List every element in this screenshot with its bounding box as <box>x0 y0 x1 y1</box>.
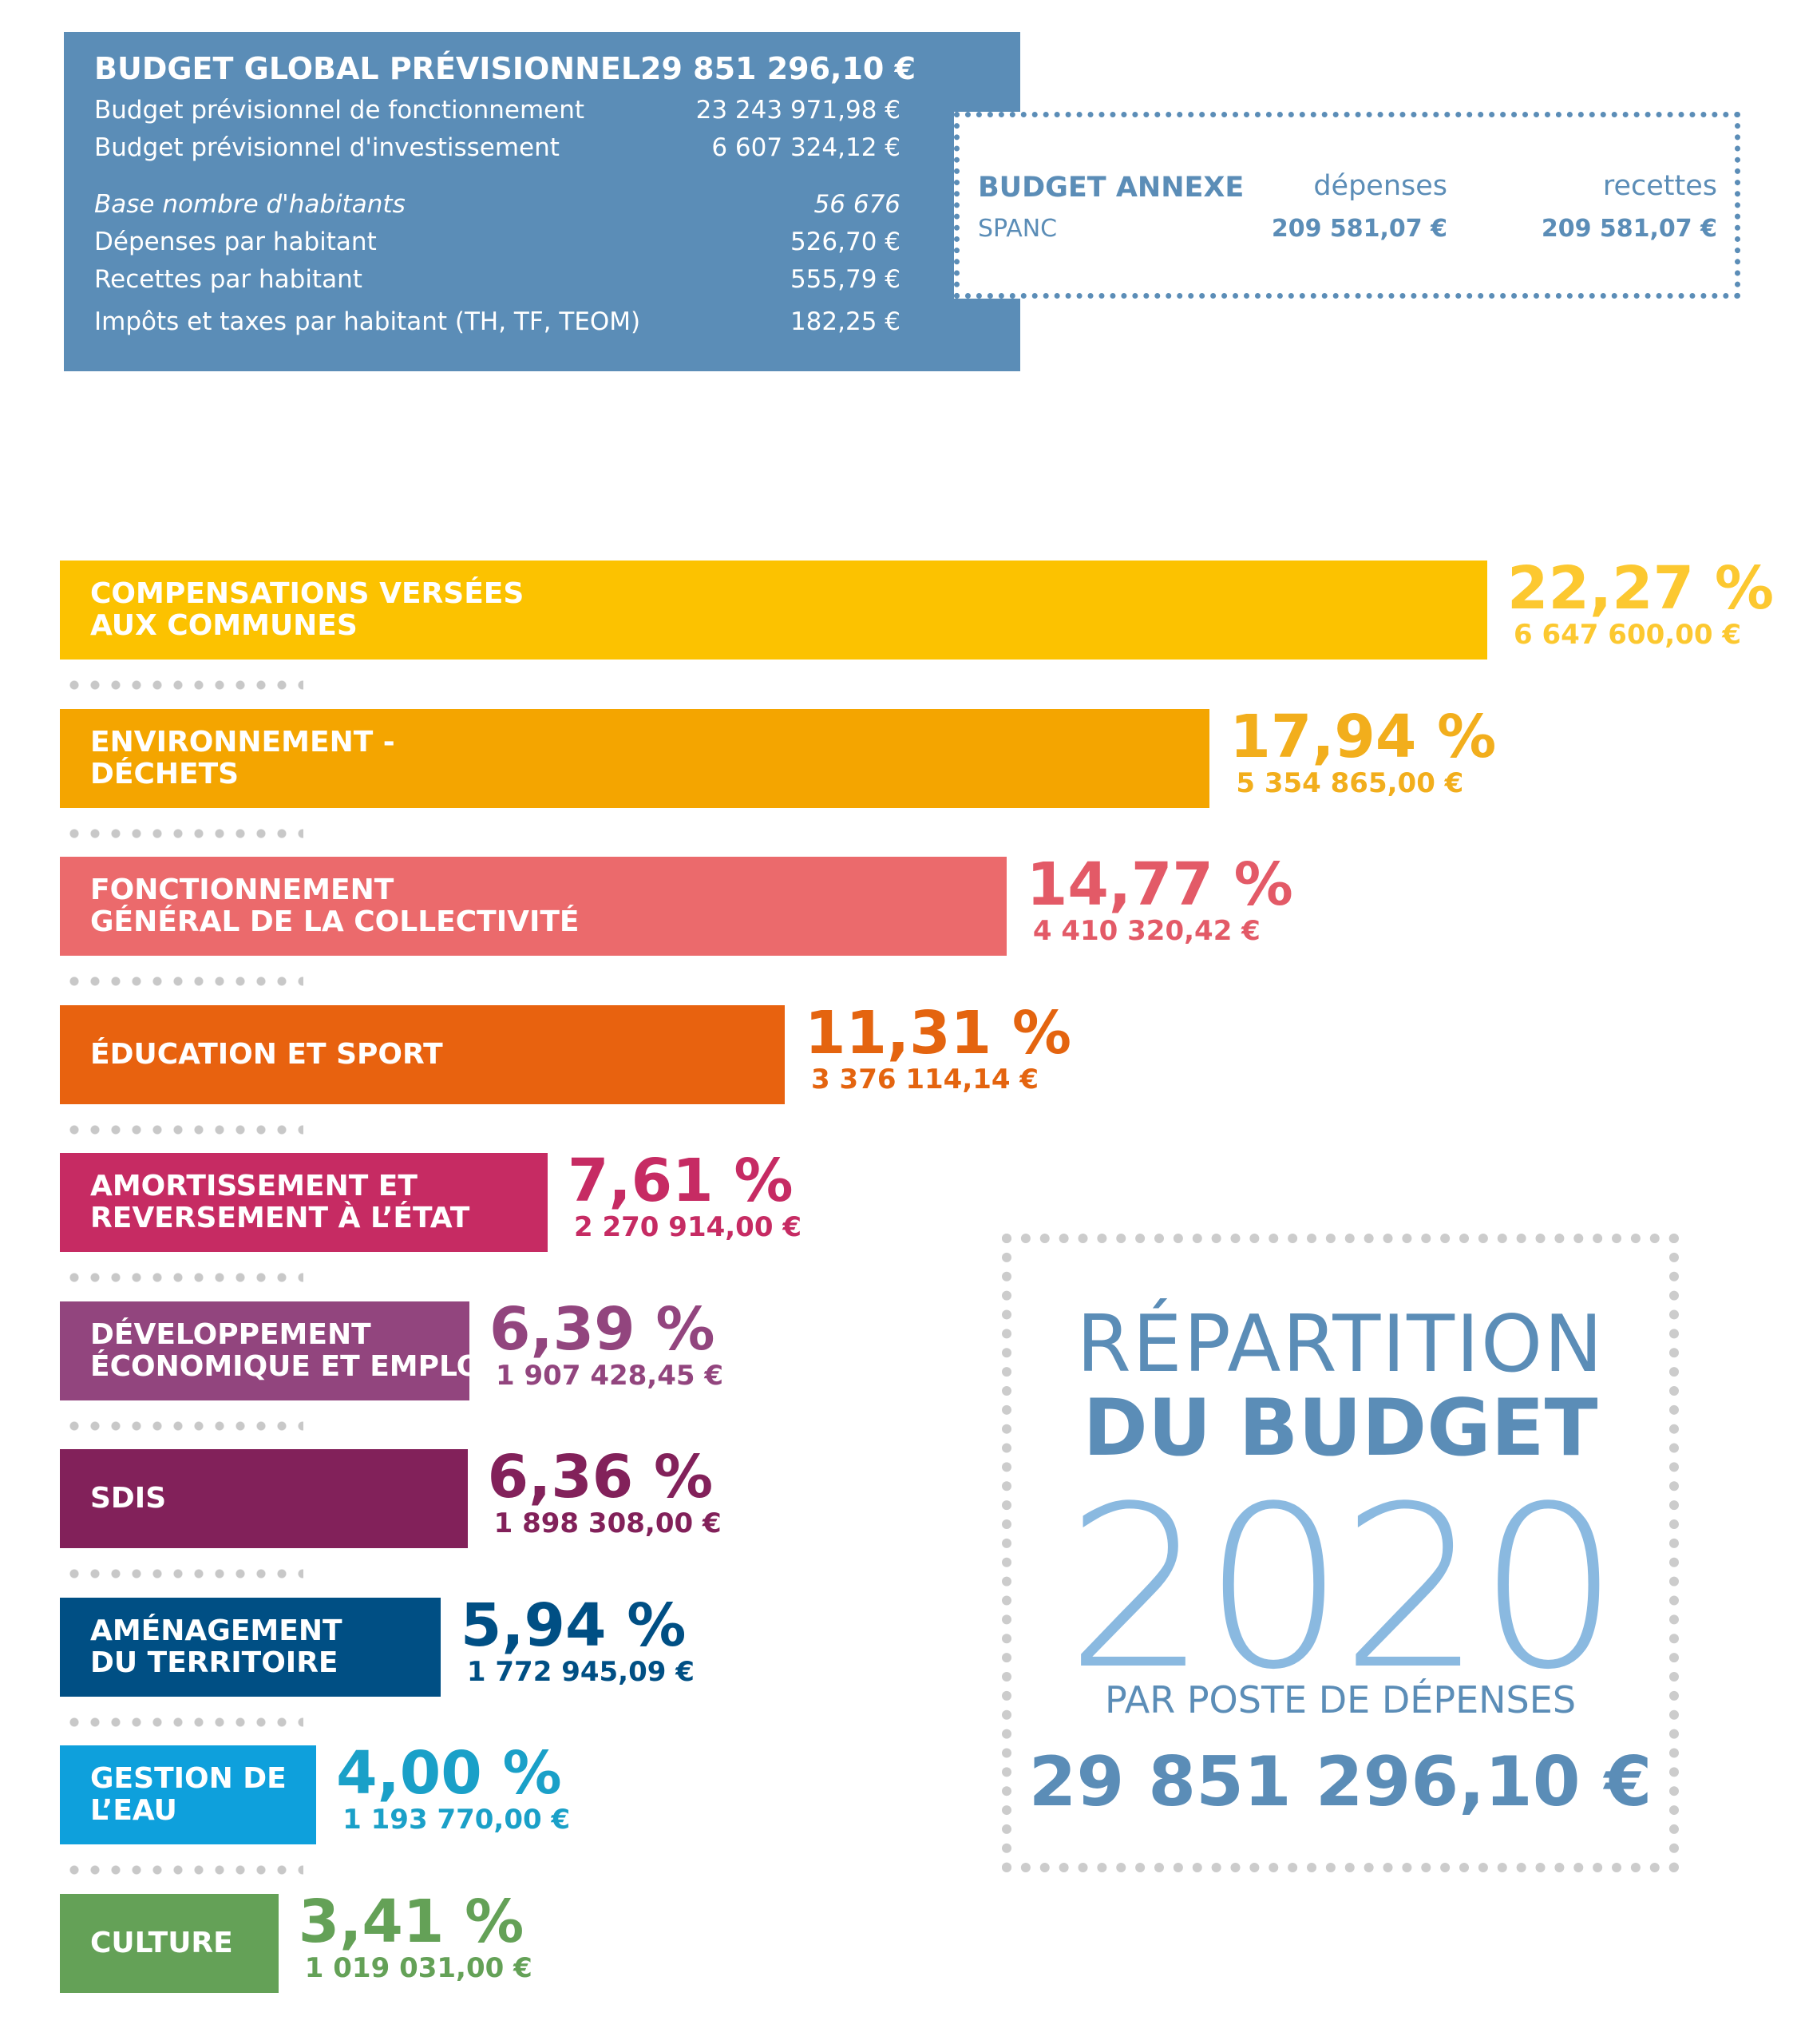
summary-row-label: Impôts et taxes par habitant (TH, TF, TE… <box>94 307 641 336</box>
bar-amount-label: 5 354 865,00 € <box>1236 766 1464 799</box>
bar-category-label: DU TERRITOIRE <box>90 1646 338 1679</box>
bar-amount-label: 1 772 945,09 € <box>466 1655 695 1688</box>
annexe-revenue-value: 209 581,07 € <box>1541 215 1717 243</box>
bar-separator-dots <box>64 1123 303 1135</box>
bar-percent-label: 22,27 % <box>1507 554 1774 623</box>
chart-bar: SDIS <box>60 1449 468 1548</box>
bar-amount-label: 1 907 428,45 € <box>496 1359 724 1392</box>
bar-percent-label: 6,39 % <box>489 1294 715 1364</box>
summary-row: Impôts et taxes par habitant (TH, TF, TE… <box>94 303 900 351</box>
summary-row-value: 6 607 324,12 € <box>711 133 900 162</box>
bar-category-label: GÉNÉRAL DE LA COLLECTIVITÉ <box>90 905 580 938</box>
chart-total: 29 851 296,10 € <box>1028 1742 1653 1822</box>
bar-separator-dots <box>64 827 303 839</box>
bar-category-label: SDIS <box>90 1482 167 1515</box>
summary-row: Dépenses par habitant 526,70 € <box>94 228 900 265</box>
bar-category-label: L’EAU <box>90 1794 177 1827</box>
bar-amount-label: 1 898 308,00 € <box>493 1507 722 1539</box>
summary-row-value: 526,70 € <box>790 228 900 256</box>
bar-category-label: FONCTIONNEMENT <box>90 873 394 906</box>
bar-separator-dots <box>64 679 303 691</box>
bar-category-label: REVERSEMENT À L’ÉTAT <box>90 1202 470 1234</box>
chart-bar: GESTION DE L’EAU <box>60 1745 317 1844</box>
bar-percent-label: 17,94 % <box>1229 702 1497 771</box>
annexe-revenue-label: recettes <box>1602 170 1717 202</box>
bar-separator-dots <box>64 1272 303 1283</box>
chart-bar: AMÉNAGEMENT DU TERRITOIRE <box>60 1597 441 1697</box>
chart-bar: DÉVELOPPEMENT ÉCONOMIQUE ET EMPLOI <box>60 1301 492 1400</box>
budget-summary-panel: BUDGET GLOBAL PRÉVISIONNEL 29 851 296,10… <box>64 32 1020 371</box>
summary-row-label: Budget prévisionnel d'investissement <box>94 133 560 162</box>
summary-title: BUDGET GLOBAL PRÉVISIONNEL <box>94 51 641 86</box>
bar-percent-label: 14,77 % <box>1026 850 1293 919</box>
chart-bar: COMPENSATIONS VERSÉES AUX COMMUNES <box>60 561 1487 660</box>
bar-percent-label: 3,41 % <box>298 1887 524 1956</box>
summary-header-row: BUDGET GLOBAL PRÉVISIONNEL 29 851 296,10… <box>94 51 916 96</box>
bar-category-label: DÉCHETS <box>90 757 239 790</box>
bar-category-label: DÉVELOPPEMENT <box>90 1317 371 1351</box>
summary-row-value: 56 676 <box>813 190 900 219</box>
bar-amount-label: 6 647 600,00 € <box>1514 619 1741 651</box>
annexe-title: BUDGET ANNEXE <box>978 172 1245 204</box>
budget-annexe-panel: BUDGET ANNEXE SPANC dépenses recettes 20… <box>954 112 1740 299</box>
bar-separator-dots <box>64 1420 303 1432</box>
chart-subtitle: PAR POSTE DE DÉPENSES <box>1104 1678 1577 1721</box>
summary-row-label: Dépenses par habitant <box>94 228 377 256</box>
summary-row-label: Budget prévisionnel de fonctionnement <box>94 96 585 125</box>
summary-row-value: 23 243 971,98 € <box>695 96 900 125</box>
bar-category-label: COMPENSATIONS VERSÉES <box>90 577 524 610</box>
chart-bar: FONCTIONNEMENT GÉNÉRAL DE LA COLLECTIVITÉ <box>60 857 1007 956</box>
bar-amount-label: 1 193 770,00 € <box>342 1804 571 1836</box>
bar-percent-label: 5,94 % <box>460 1590 687 1660</box>
bar-separator-dots <box>64 1568 303 1579</box>
bar-separator-dots <box>64 976 303 987</box>
bar-category-label: ÉCONOMIQUE ET EMPLOI <box>90 1349 492 1383</box>
annexe-subtitle: SPANC <box>978 215 1058 243</box>
bar-percent-label: 4,00 % <box>336 1739 562 1808</box>
bar-category-label: ENVIRONNEMENT - <box>90 725 395 759</box>
summary-row: Budget prévisionnel de fonctionnement 23… <box>94 96 900 133</box>
chart-bar: ENVIRONNEMENT - DÉCHETS <box>60 708 1210 808</box>
bar-percent-label: 6,36 % <box>487 1443 714 1511</box>
summary-row: Budget prévisionnel d'investissement 6 6… <box>94 133 900 171</box>
summary-row-label: Recettes par habitant <box>94 265 362 294</box>
bar-amount-label: 3 376 114,14 € <box>811 1063 1039 1095</box>
bar-category-label: CULTURE <box>90 1926 233 1959</box>
chart-title-line2: DU BUDGET <box>1083 1383 1598 1474</box>
chart-title-panel: RÉPARTITION DU BUDGET 2020 PAR POSTE DE … <box>1002 1234 1679 1872</box>
chart-title-year: 2020 <box>1065 1459 1621 1719</box>
bar-separator-dots <box>64 1716 303 1728</box>
bar-percent-label: 7,61 % <box>567 1147 794 1215</box>
annexe-expenses-label: dépenses <box>1313 170 1447 202</box>
chart-title-line1: RÉPARTITION <box>1076 1299 1605 1390</box>
bar-amount-label: 2 270 914,00 € <box>573 1211 802 1243</box>
bar-amount-label: 4 410 320,42 € <box>1032 915 1261 947</box>
summary-row-label: Base nombre d'habitants <box>94 190 406 219</box>
summary-row: Base nombre d'habitants 56 676 <box>94 190 900 228</box>
bar-category-label: AMÉNAGEMENT <box>90 1614 342 1647</box>
bar-percent-label: 11,31 % <box>805 998 1072 1068</box>
bar-category-label: AUX COMMUNES <box>90 609 358 642</box>
summary-row: Recettes par habitant 555,79 € <box>94 265 900 303</box>
bar-category-label: GESTION DE <box>90 1762 287 1795</box>
chart-bar: AMORTISSEMENT ET REVERSEMENT À L’ÉTAT <box>60 1153 548 1252</box>
chart-bar: ÉDUCATION ET SPORT <box>60 1004 786 1104</box>
bar-category-label: AMORTISSEMENT ET <box>90 1170 418 1202</box>
bar-category-label: ÉDUCATION ET SPORT <box>90 1037 443 1071</box>
summary-row-value: 555,79 € <box>790 265 900 294</box>
bar-separator-dots <box>64 1864 303 1876</box>
chart-bar: CULTURE <box>60 1893 279 1993</box>
summary-title-value: 29 851 296,10 € <box>640 51 916 86</box>
annexe-expenses-value: 209 581,07 € <box>1271 215 1447 243</box>
bar-amount-label: 1 019 031,00 € <box>304 1951 532 1984</box>
summary-row-value: 182,25 € <box>790 307 900 336</box>
